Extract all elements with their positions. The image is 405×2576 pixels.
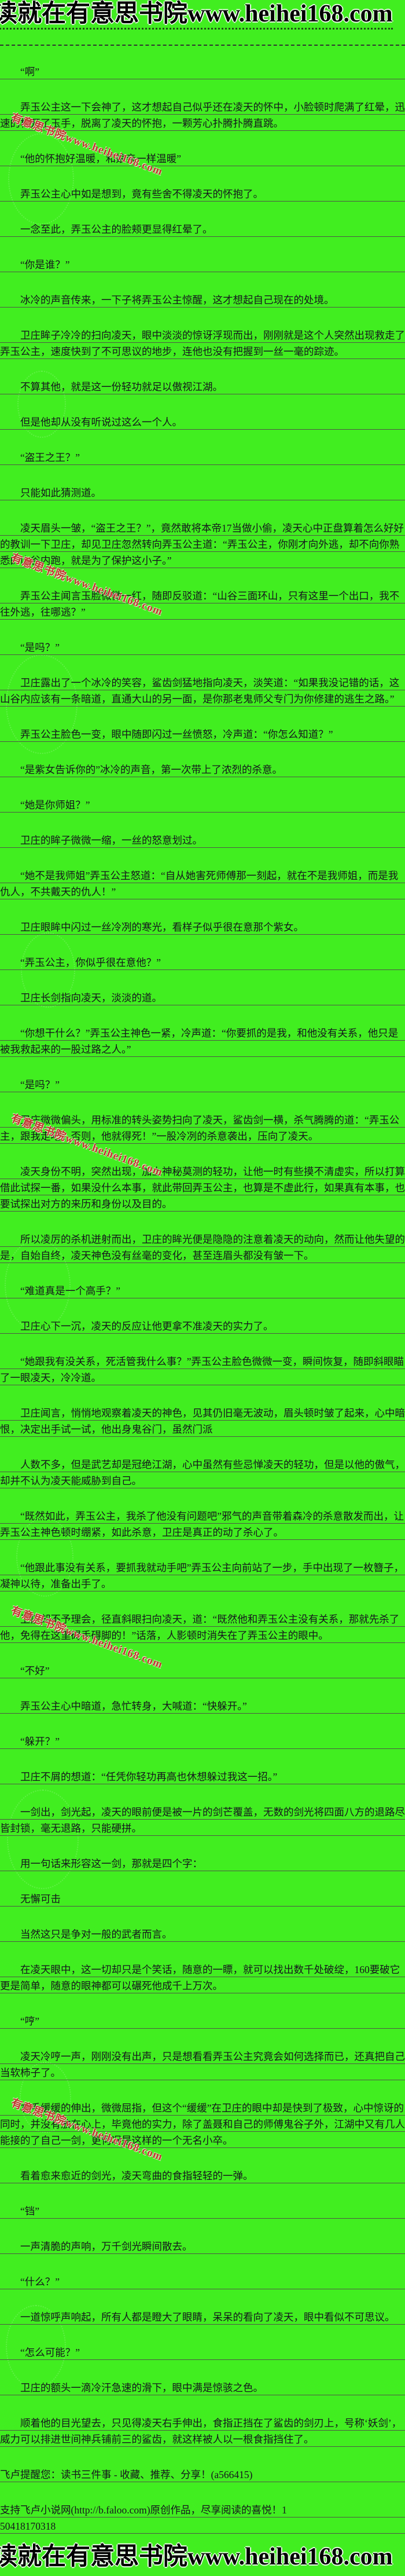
- paragraph: 卫庄的眸子微微一缩，一丝的怒意划过。: [0, 832, 405, 848]
- paragraph: “不好”: [0, 1663, 405, 1679]
- paragraph: 只能如此猜测道。: [0, 485, 405, 501]
- paragraph: 一念至此，弄玉公主的脸颊更显得红晕了。: [0, 221, 405, 237]
- paragraph: 卫庄长剑指向凌天，淡淡的道。: [0, 990, 405, 1006]
- paragraph: “哼”: [0, 2013, 405, 2029]
- paragraph: 当然这只是争对一般的武者而言。: [0, 1926, 405, 1942]
- ghost-circle-decoration: [7, 1790, 79, 1889]
- paragraph: 不算其他，就是这一份轻功就足以傲视江湖。: [0, 379, 405, 395]
- paragraph: 卫庄露出了一个冰冷的笑容，鲨齿剑猛地指向凌天，淡笑道：“如果我没记错的话，这山谷…: [0, 675, 405, 707]
- paragraph: “她跟我有没关系，死活管我什么事？”弄玉公主脸色微微一变，瞬间恢复，随即斜眼瞄了…: [0, 1353, 405, 1386]
- paragraph: “躲开？”: [0, 1733, 405, 1750]
- bottom-banner: 读就在有意思书院www.heihei168.com: [0, 2544, 393, 2570]
- paragraph: “是紫女告诉你的”冰冷的声音，第一次带上了浓烈的杀意。: [0, 762, 405, 778]
- paragraph: 在凌天眼中，这一切却只是个笑话，随意的一瞟，就可以找出数千处破绽，160要破它更…: [0, 1962, 405, 1994]
- paragraph: 弄玉公主这一下会神了，这才想起自己似乎还在凌天的怀中，小脸顿时爬满了红晕，迅速的…: [0, 99, 405, 131]
- paragraph: “他跟此事没有关系，要抓我就动手吧”弄玉公主向前站了一步，手中出现了一枚簪子，凝…: [0, 1560, 405, 1592]
- paragraph: “你是谁？”: [0, 257, 405, 273]
- top-banner: 读就在有意思书院www.heihei168.com: [0, 1, 393, 30]
- paragraph: 弄玉公主心中如是想到，竟有些舍不得凌天的怀抱了。: [0, 186, 405, 202]
- bottom-banner-text: 读就在有意思书院www.heihei168.com: [0, 2544, 393, 2570]
- paragraph: 支持飞卢小说网(http://b.faloo.com)原创作品，尽享阅读的喜悦！…: [0, 2502, 405, 2534]
- paragraph: “什么？”: [0, 2274, 405, 2290]
- paragraph: “怎么可能？”: [0, 2344, 405, 2361]
- paragraph: “铛”: [0, 2203, 405, 2219]
- paragraph: “她不是我师姐”弄玉公主怒道：“自从她害死师傅那一刻起，就在不是我师姐，而是我仇…: [0, 868, 405, 900]
- paragraph: 用一句话来形容这一剑，那就是四个字：: [0, 1856, 405, 1872]
- paragraph: 卫庄眼眸中闪过一丝冷冽的寒光，看样子似乎很在意那个紫女。: [0, 919, 405, 935]
- paragraph: “难道真是一个高手？”: [0, 1283, 405, 1299]
- paragraph: 凌天身份不明，突然出现，加上神秘莫测的轻功，让他一时有些摸不清虚实，所以打算借此…: [0, 1163, 405, 1212]
- paragraph: 卫庄不屑的想道：“任凭你轻功再高也休想躲过我这一招。”: [0, 1769, 405, 1785]
- paragraph: “是吗？”: [0, 639, 405, 656]
- paragraph: 卫庄心下一沉，凌天的反应让他更拿不准凌天的实力了。: [0, 1318, 405, 1334]
- paragraph: “她是你师姐？”: [0, 797, 405, 813]
- paragraph: 一声清脆的声响，万千剑光瞬间散去。: [0, 2238, 405, 2255]
- paragraph: 一剑出，剑光起，凌天的眼前便是被一片的剑芒覆盖，无数的剑光将四面八方的退路尽皆封…: [0, 1804, 405, 1836]
- paragraph: 凌天冷哼一声，刚刚没有出声，只是想看看弄玉公主究竟会如何选择而已，还真把自己当软…: [0, 2048, 405, 2081]
- paragraph: 人数不多，但是武艺却是冠绝江湖，心中虽然有些忌惮凌天的轻功，但是以他的傲气，却并…: [0, 1457, 405, 1489]
- paragraph: 但是他却从没有听说过这么一个人。: [0, 414, 405, 430]
- paragraph: 弄玉公主脸色一变，眼中随即闪过一丝愤怒，冷声道：“你怎么知道？”: [0, 726, 405, 742]
- paragraph: “盗王之王？”: [0, 449, 405, 466]
- paragraph: 弄玉公主心中暗道，急忙转身，大喊道：“快躲开。”: [0, 1698, 405, 1714]
- paragraph: 顺着他的目光望去，只见得凌天右手伸出，食指正挡在了鲨齿的剑刃上，号称‘妖剑’，威…: [0, 2415, 405, 2447]
- paragraph: 卫庄的额头一滴冷汗急速的滑下，眼中满是惊骇之色。: [0, 2380, 405, 2396]
- paragraph: “你想干什么？”弄玉公主神色一紧，冷声道：“你要抓的是我，和他没有关系，他只是被…: [0, 1025, 405, 1058]
- top-banner-text: 读就在有意思书院www.heihei168.com: [0, 1, 393, 30]
- paragraph: 飞卢提醒您：读书三件事 - 收藏、推荐、分享！(a566415): [0, 2467, 405, 2483]
- paragraph: “是吗？”: [0, 1077, 405, 1093]
- paragraph: “既然如此，弄玉公主，我杀了他没有问题吧”邪气的声音带着森冷的杀意散发而出，让弄…: [0, 1508, 405, 1541]
- paragraph: 凌天眉头一皱，“盗王之王？”，竟然敢将本帝17当做小偷，凌天心中正盘算着怎么好好…: [0, 520, 405, 569]
- paragraph: 冰冷的声音传来，一下子将弄玉公主惊醒，这才想起自己现在的处境。: [0, 292, 405, 308]
- paragraph: 无懈可击: [0, 1891, 405, 1907]
- paragraph: 看着愈来愈近的剑光，凌天弯曲的食指轻轻的一弹。: [0, 2168, 405, 2184]
- paragraph: 右手缓缓的伸出，微微屈指，但这个“缓缓”在卫庄的眼中却是快到了极致，心中惊讶的同…: [0, 2100, 405, 2149]
- paragraph: “他的怀抱好温暖，和娘亲一样温暖”: [0, 151, 405, 167]
- paragraph: 所以凌厉的杀机迸射而出，卫庄的眸光便是隐隐的注意着凌天的动向，然而让他失望的是，…: [0, 1231, 405, 1264]
- dashed-divider: [0, 45, 405, 46]
- paragraph: 卫庄却不予理会，径直斜眼扫向凌天，道：“既然他和弄玉公主没有关系，那就先杀了他，…: [0, 1611, 405, 1644]
- ghost-circle-decoration: [17, 371, 66, 438]
- paragraph: 弄玉公主闻言玉脸微微一红，随即反驳道：“山谷三面环山，只有这里一个出口，我不往外…: [0, 588, 405, 620]
- paragraph: 卫庄微微偏头，用标准的转头姿势扫向了凌天，鲨齿剑一横，杀气腾腾的道：“弄玉公主，…: [0, 1112, 405, 1144]
- paragraph: “弄玉公主，你似乎很在意他？”: [0, 954, 405, 971]
- paragraph: 卫庄闻言，悄悄地观察着凌天的神色，见其仍旧毫无波动，眉头顿时皱了起来，心中暗恨，…: [0, 1405, 405, 1437]
- paragraph: “啊”: [0, 64, 405, 80]
- paragraph: 卫庄眸子冷冷的扫向凌天，眼中淡淡的惊讶浮现而出，刚刚就是这个人突然出现救走了弄玉…: [0, 327, 405, 360]
- novel-text: “啊” 弄玉公主这一下会神了，这才想起自己似乎还在凌天的怀中，小脸顿时爬满了红晕，…: [0, 64, 405, 2553]
- paragraph: 一道惊呼声响起，所有人都是瞪大了眼睛，呆呆的看向了凌天，眼中看似不可思议。: [0, 2309, 405, 2325]
